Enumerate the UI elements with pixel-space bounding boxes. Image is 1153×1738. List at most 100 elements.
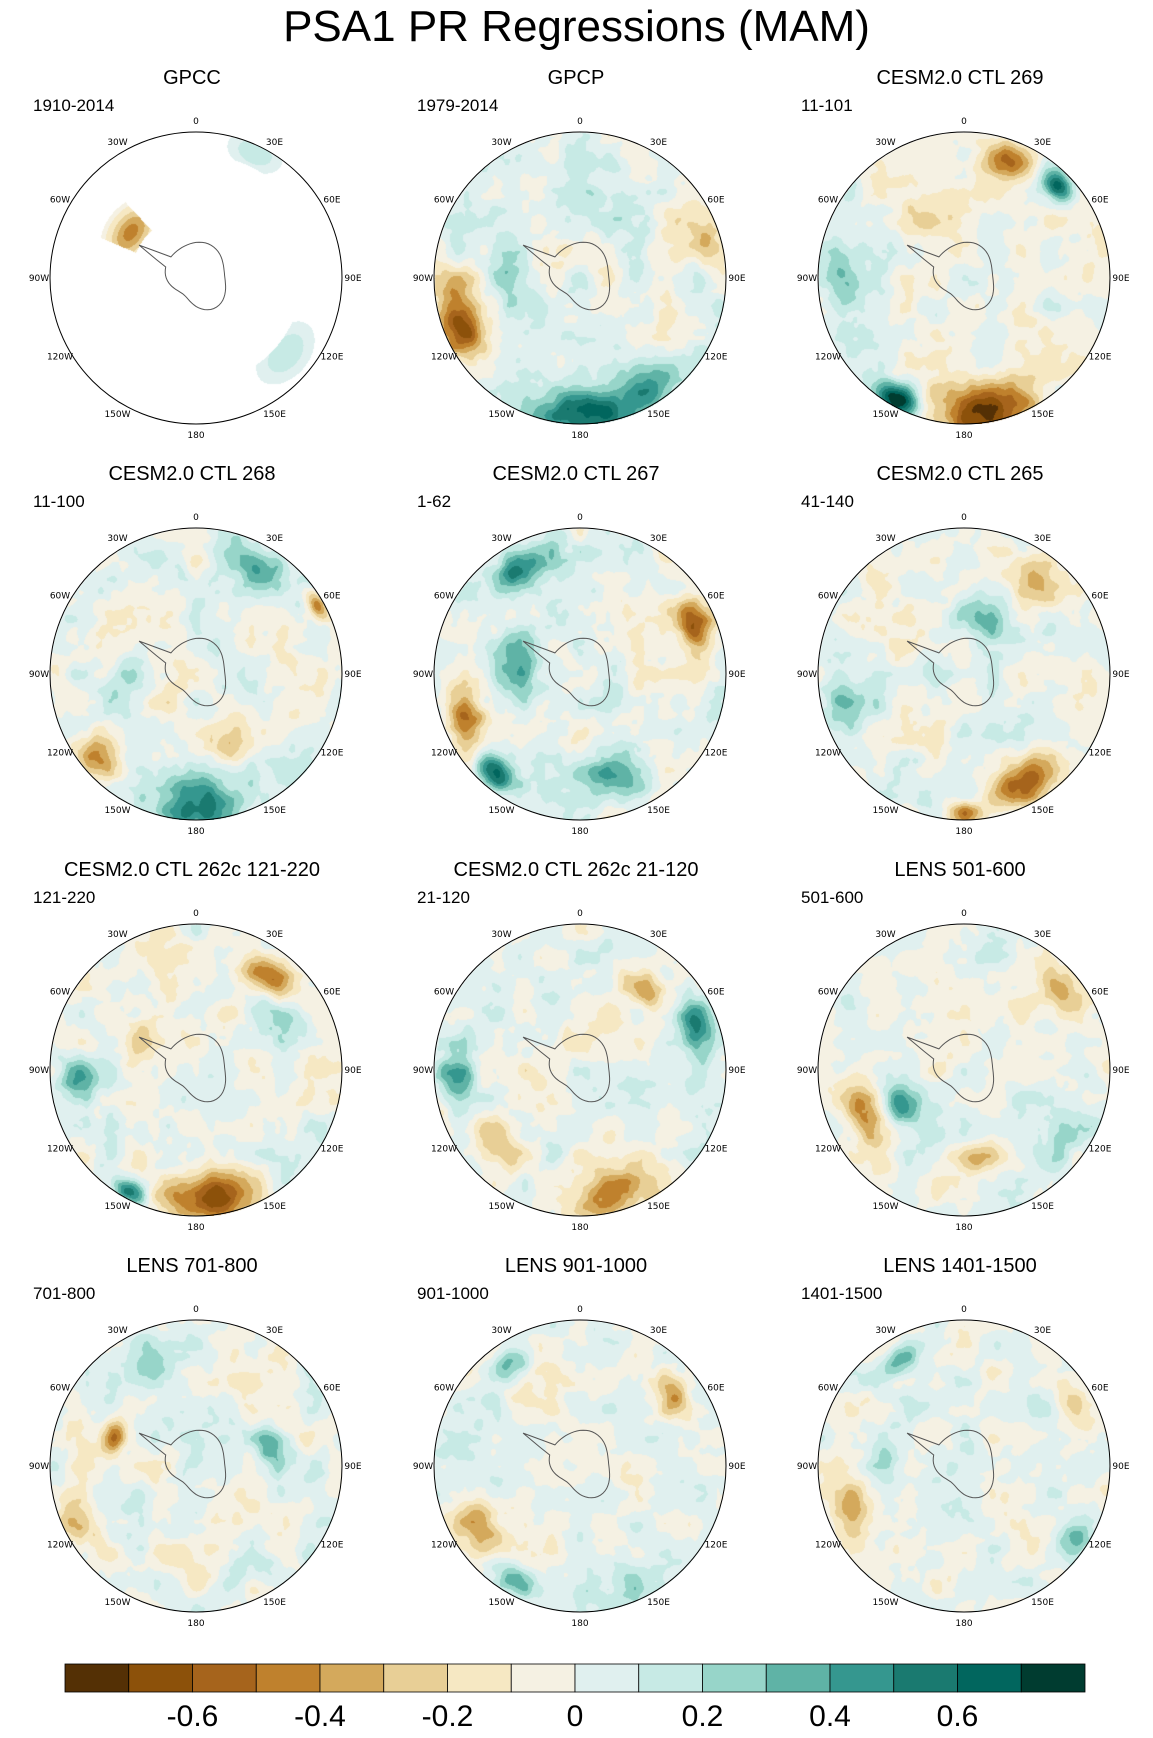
longitude-label: 180 [187, 1619, 204, 1629]
longitude-label: 60W [50, 196, 70, 206]
longitude-label: 150W [872, 806, 898, 816]
antarctica-coastline [522, 637, 611, 707]
regression-field [818, 132, 1110, 424]
longitude-label: 150W [488, 1598, 514, 1608]
longitude-label: 60E [323, 196, 340, 206]
regression-field [50, 132, 342, 424]
regression-field [434, 528, 726, 820]
regression-field [818, 1320, 1110, 1612]
longitude-label: 0 [961, 513, 967, 523]
longitude-label: 150W [872, 410, 898, 420]
colorbar-swatch [638, 1663, 703, 1693]
longitude-label: 120E [705, 749, 728, 759]
longitude-label: 90W [797, 274, 817, 284]
longitude-label: 90E [1112, 1462, 1129, 1472]
longitude-label: 120E [1089, 1541, 1112, 1551]
map-boundary [49, 131, 343, 425]
colorbar-swatch [255, 1663, 321, 1693]
antarctica-coastline [906, 1033, 995, 1103]
longitude-label: 150W [488, 806, 514, 816]
longitude-label: 30E [266, 930, 283, 940]
longitude-label: 0 [577, 513, 583, 523]
panel-title: CESM2.0 CTL 269 [876, 67, 1044, 89]
longitude-label: 180 [187, 1223, 204, 1233]
longitude-label: 90E [1112, 1066, 1129, 1076]
map-panel: GPCP 0 30E 60E 90E 120E 150E 180 150W 120W 90W 60W 3… [384, 66, 768, 462]
longitude-label: 180 [187, 827, 204, 837]
longitude-label: 90W [413, 670, 433, 680]
colorbar-swatches [64, 1663, 1086, 1693]
longitude-label: 60E [323, 1384, 340, 1394]
panel-period: 1-62 [417, 492, 452, 511]
antarctica-coastline [522, 1429, 611, 1499]
colorbar-tick-label: 0 [566, 1700, 584, 1733]
longitude-label: 120W [431, 1145, 457, 1155]
colorbar: -0.6 -0.4 -0.2 0 0.2 0.4 0.6 [0, 1660, 1153, 1738]
map-boundary [49, 527, 343, 821]
map-boundary [49, 1319, 343, 1613]
longitude-label: 180 [955, 1223, 972, 1233]
polar-map-overlay: 0 30E 60E 90E 120E 150E 180 150W 120W 90W 60W 30W [29, 909, 362, 1233]
longitude-label: 30E [650, 1326, 667, 1336]
longitude-label: 60W [818, 1384, 838, 1394]
panel-title: CESM2.0 CTL 267 [492, 463, 660, 485]
panel-period: 1979-2014 [417, 96, 499, 115]
longitude-label: 120E [321, 1541, 344, 1551]
longitude-label: 60W [50, 592, 70, 602]
colorbar-tick-label: -0.6 [166, 1700, 219, 1733]
colorbar-swatch [765, 1663, 831, 1693]
regression-field [434, 132, 726, 424]
panel-title: GPCC [163, 67, 221, 89]
antarctica-coastline [138, 1429, 227, 1499]
longitude-label: 90W [29, 1066, 49, 1076]
longitude-label: 120W [47, 1541, 73, 1551]
longitude-label: 180 [955, 1619, 972, 1629]
longitude-label: 90E [344, 1066, 361, 1076]
longitude-label: 150E [1031, 1598, 1054, 1608]
longitude-label: 30E [266, 534, 283, 544]
map-boundary [817, 131, 1111, 425]
map-boundary [433, 527, 727, 821]
longitude-label: 60E [707, 988, 724, 998]
longitude-label: 60W [434, 988, 454, 998]
longitude-label: 30E [266, 1326, 283, 1336]
longitude-label: 90E [728, 274, 745, 284]
panel-period: 701-800 [33, 1284, 96, 1303]
colorbar-tick-label: -0.4 [294, 1700, 346, 1733]
longitude-label: 30W [491, 138, 511, 148]
longitude-label: 90W [413, 1462, 433, 1472]
regression-field [818, 924, 1110, 1216]
longitude-label: 120E [705, 353, 728, 363]
polar-map-overlay: 0 30E 60E 90E 120E 150E 180 150W 120W 90W 60W 30W [413, 117, 746, 441]
longitude-label: 90W [413, 274, 433, 284]
longitude-label: 150E [647, 1598, 670, 1608]
longitude-label: 60W [434, 592, 454, 602]
longitude-label: 0 [193, 117, 199, 127]
longitude-label: 0 [193, 1305, 199, 1315]
figure-title: PSA1 PR Regressions (MAM) [283, 2, 870, 51]
antarctica-coastline [906, 241, 995, 311]
longitude-label: 120E [321, 1145, 344, 1155]
map-panel: CESM2.0 CTL 267 0 30E 60E 90E 120E 150E 180 150W… [384, 462, 768, 858]
longitude-label: 180 [187, 431, 204, 441]
longitude-label: 0 [577, 1305, 583, 1315]
polar-map-overlay: 0 30E 60E 90E 120E 150E 180 150W 120W 90W 60W 30W [29, 513, 362, 837]
longitude-label: 180 [571, 1619, 588, 1629]
longitude-label: 150W [104, 410, 130, 420]
panel-title: LENS 1401-1500 [883, 1255, 1037, 1277]
longitude-label: 150E [647, 410, 670, 420]
longitude-label: 120W [47, 749, 73, 759]
longitude-label: 30W [107, 534, 127, 544]
colorbar-swatch [702, 1663, 767, 1693]
longitude-label: 120W [47, 353, 73, 363]
panel-period: 901-1000 [417, 1284, 489, 1303]
longitude-label: 30E [266, 138, 283, 148]
longitude-label: 90W [29, 670, 49, 680]
longitude-label: 60W [818, 592, 838, 602]
map-panel: CESM2.0 CTL 262c 121-220 0 30E 60E 90E 120E 15… [0, 858, 384, 1254]
longitude-label: 120W [815, 1541, 841, 1551]
regression-field [50, 924, 342, 1216]
longitude-label: 150W [872, 1202, 898, 1212]
longitude-label: 120W [47, 1145, 73, 1155]
antarctica-coastline [138, 241, 227, 311]
